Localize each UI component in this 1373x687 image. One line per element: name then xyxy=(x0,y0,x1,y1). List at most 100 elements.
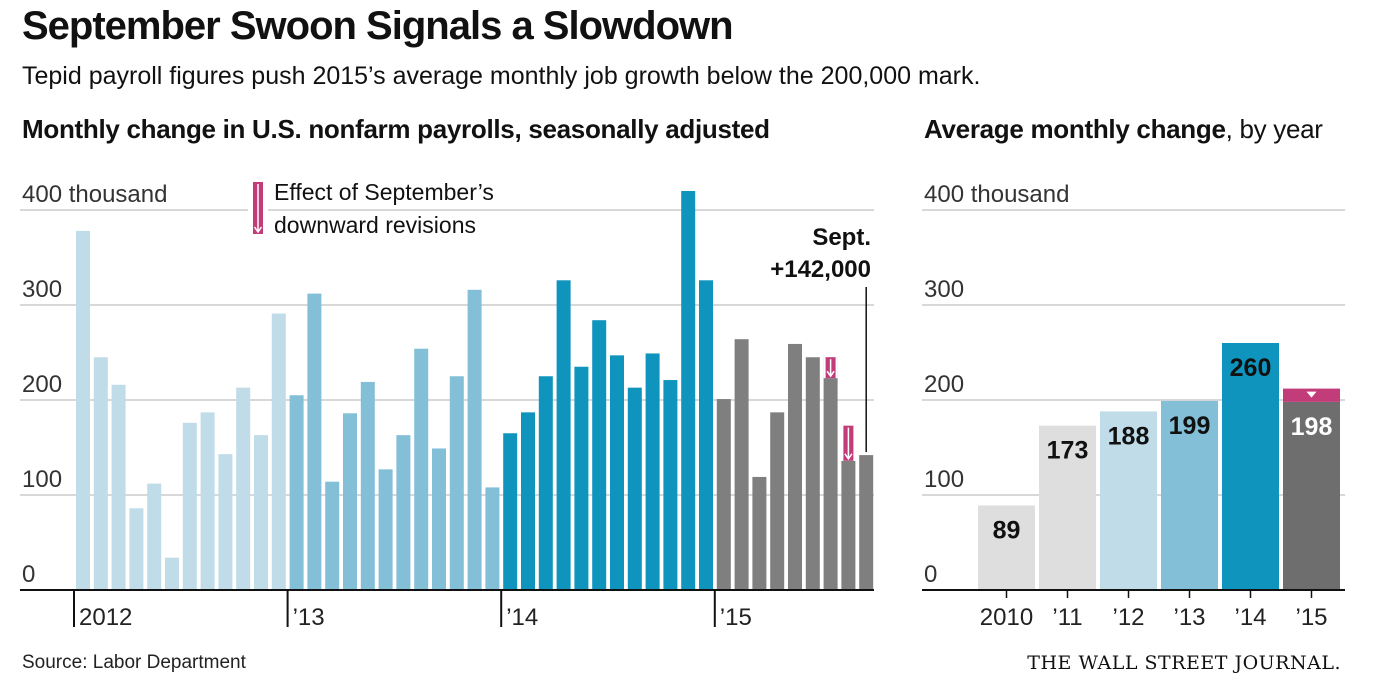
right-y-tick-label: 0 xyxy=(924,561,937,588)
right-x-label: ’14 xyxy=(1234,604,1266,631)
average-value-label: 89 xyxy=(993,516,1021,544)
monthly-bar xyxy=(93,357,108,590)
monthly-bar xyxy=(503,433,518,590)
monthly-bar xyxy=(788,343,802,590)
monthly-bar xyxy=(752,476,767,590)
monthly-bar xyxy=(521,412,535,590)
monthly-bar xyxy=(556,280,571,590)
monthly-bar xyxy=(841,460,856,590)
monthly-bar xyxy=(289,395,304,590)
monthly-bar xyxy=(734,339,749,590)
legend-revision-icon xyxy=(253,182,263,234)
monthly-bar xyxy=(627,387,642,590)
monthly-bar xyxy=(610,355,624,590)
monthly-bar xyxy=(360,381,375,590)
source-note: Source: Labor Department xyxy=(22,652,246,673)
year-label: ’14 xyxy=(506,604,538,631)
sept-value: +142,000 xyxy=(770,256,871,283)
left-gridlines xyxy=(20,209,874,496)
left-x-axis: 2012 ’13 ’14 ’15 xyxy=(20,589,874,631)
average-value-label: 199 xyxy=(1169,412,1211,440)
sept-annotation: Sept. +142,000 xyxy=(770,224,871,453)
monthly-bar xyxy=(218,454,233,590)
monthly-bar xyxy=(396,435,411,590)
monthly-bar xyxy=(307,293,322,590)
right-panel-title-rest: , by year xyxy=(1225,114,1323,144)
average-revision-arrow xyxy=(1306,391,1317,398)
left-bars xyxy=(76,191,874,590)
left-y-tick-label: 0 xyxy=(22,561,35,588)
right-x-label: 2010 xyxy=(980,604,1033,631)
monthly-bar xyxy=(859,455,874,590)
publisher-logo: THE WALL STREET JOURNAL. xyxy=(1027,652,1341,674)
average-value-label: 188 xyxy=(1108,422,1150,450)
right-y-tick-label: 200 xyxy=(924,371,964,398)
monthly-bar xyxy=(236,387,251,590)
monthly-bar xyxy=(414,348,429,590)
right-y-tick-label: 400 thousand xyxy=(924,181,1069,208)
monthly-bar xyxy=(663,380,678,590)
monthly-bar xyxy=(343,413,357,590)
monthly-bar xyxy=(449,376,464,590)
right-panel-title: Average monthly change, by year xyxy=(924,114,1323,145)
left-y-tick-label: 300 xyxy=(22,276,62,303)
chart-title: September Swoon Signals a Slowdown xyxy=(22,4,734,48)
revision-legend: Effect of September’s downward revisions xyxy=(248,179,494,238)
monthly-bar xyxy=(592,320,607,590)
monthly-bar xyxy=(182,422,197,590)
monthly-bar xyxy=(378,469,393,590)
year-label: 2012 xyxy=(79,604,132,631)
left-y-axis-labels: 0 100 200 300 400 thousand xyxy=(22,181,167,588)
average-value-label: 260 xyxy=(1230,354,1272,382)
monthly-bar xyxy=(681,191,696,590)
legend-label-line-2: downward revisions xyxy=(274,212,476,238)
sept-label: Sept. xyxy=(812,224,871,251)
monthly-bar xyxy=(165,557,179,590)
monthly-bar xyxy=(645,353,660,590)
right-y-tick-label: 100 xyxy=(924,466,964,493)
monthly-bar xyxy=(254,435,268,590)
right-bars: 89 173 188 199 260 198 xyxy=(978,343,1340,590)
monthly-bar xyxy=(200,412,215,590)
right-x-label: ’13 xyxy=(1173,604,1205,631)
monthly-bar xyxy=(538,376,553,590)
right-x-label: ’11 xyxy=(1052,604,1082,631)
monthly-bar xyxy=(432,448,446,590)
left-panel-title: Monthly change in U.S. nonfarm payrolls,… xyxy=(22,114,770,145)
monthly-bar xyxy=(770,412,785,590)
average-bar xyxy=(1039,425,1096,590)
monthly-bar xyxy=(147,483,162,590)
revision-arrow xyxy=(843,425,854,461)
year-label: ’13 xyxy=(293,604,325,631)
left-panel-title-text: Monthly change in U.S. nonfarm payrolls,… xyxy=(22,114,770,144)
monthly-bar xyxy=(129,508,144,590)
average-value-label: 198 xyxy=(1291,413,1333,441)
monthly-bar xyxy=(699,280,713,590)
monthly-bar xyxy=(271,313,286,590)
left-y-tick-label: 400 thousand xyxy=(22,181,167,208)
chart-subtitle: Tepid payroll figures push 2015’s averag… xyxy=(22,62,981,90)
average-bar xyxy=(1222,343,1279,590)
average-bar xyxy=(978,505,1035,590)
right-panel-title-bold: Average monthly change xyxy=(924,114,1226,144)
average-bar xyxy=(1161,400,1218,590)
monthly-bar xyxy=(823,357,838,590)
average-value-label: 173 xyxy=(1047,437,1089,465)
right-y-tick-label: 300 xyxy=(924,276,964,303)
average-bar xyxy=(1283,401,1340,590)
monthly-bar xyxy=(325,481,340,590)
monthly-bar xyxy=(716,399,731,590)
legend-arrow xyxy=(253,182,263,234)
right-x-label: ’15 xyxy=(1295,604,1327,631)
monthly-bar xyxy=(111,384,126,590)
monthly-bar xyxy=(574,366,589,590)
monthly-bar xyxy=(76,230,90,590)
right-x-label: ’12 xyxy=(1112,604,1144,631)
right-y-axis-labels: 0 100 200 300 400 thousand xyxy=(924,181,1069,588)
left-revision-markers xyxy=(823,357,856,461)
monthly-bar xyxy=(485,487,500,590)
right-x-axis: 2010 ’11 ’12 ’13 ’14 ’15 xyxy=(922,589,1345,631)
monthly-bar xyxy=(805,357,820,590)
average-bar xyxy=(1100,411,1157,590)
